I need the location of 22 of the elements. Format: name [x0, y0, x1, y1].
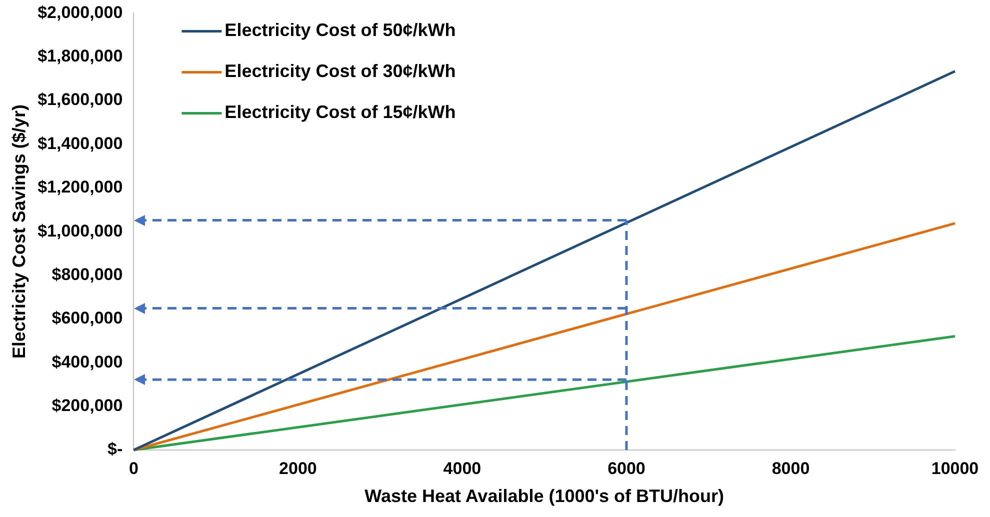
- y-axis-title: Electricity Cost Savings ($/yr): [8, 104, 29, 359]
- y-tick-label: $200,000: [52, 396, 123, 416]
- y-tick-label: $400,000: [52, 352, 123, 372]
- x-tick-label: 6000: [608, 458, 646, 478]
- x-tick-label: 4000: [443, 458, 482, 478]
- y-tick-label: $2,000,000: [38, 2, 123, 22]
- y-tick-label: $1,000,000: [38, 221, 123, 240]
- legend-label: Electricity Cost of 50¢/kWh: [224, 20, 456, 40]
- x-axis-title: Waste Heat Available (1000's of BTU/hour): [364, 486, 724, 506]
- x-tick-label: 8000: [772, 458, 810, 478]
- y-tick-label: $1,800,000: [38, 46, 123, 66]
- y-tick-label: $1,600,000: [38, 90, 123, 110]
- y-tick-label: $1,400,000: [38, 134, 123, 153]
- x-tick-label: 0: [128, 458, 138, 478]
- x-tick-label: 2000: [279, 458, 317, 478]
- legend-label: Electricity Cost of 30¢/kWh: [224, 61, 456, 82]
- y-tick-label: $800,000: [52, 264, 123, 284]
- legend-label: Electricity Cost of 15¢/kWh: [224, 102, 456, 122]
- y-tick-label: $1,200,000: [38, 178, 123, 197]
- y-tick-label: $600,000: [52, 308, 123, 328]
- y-tick-label: $-: [108, 440, 123, 459]
- x-tick-label: 10000: [931, 458, 979, 478]
